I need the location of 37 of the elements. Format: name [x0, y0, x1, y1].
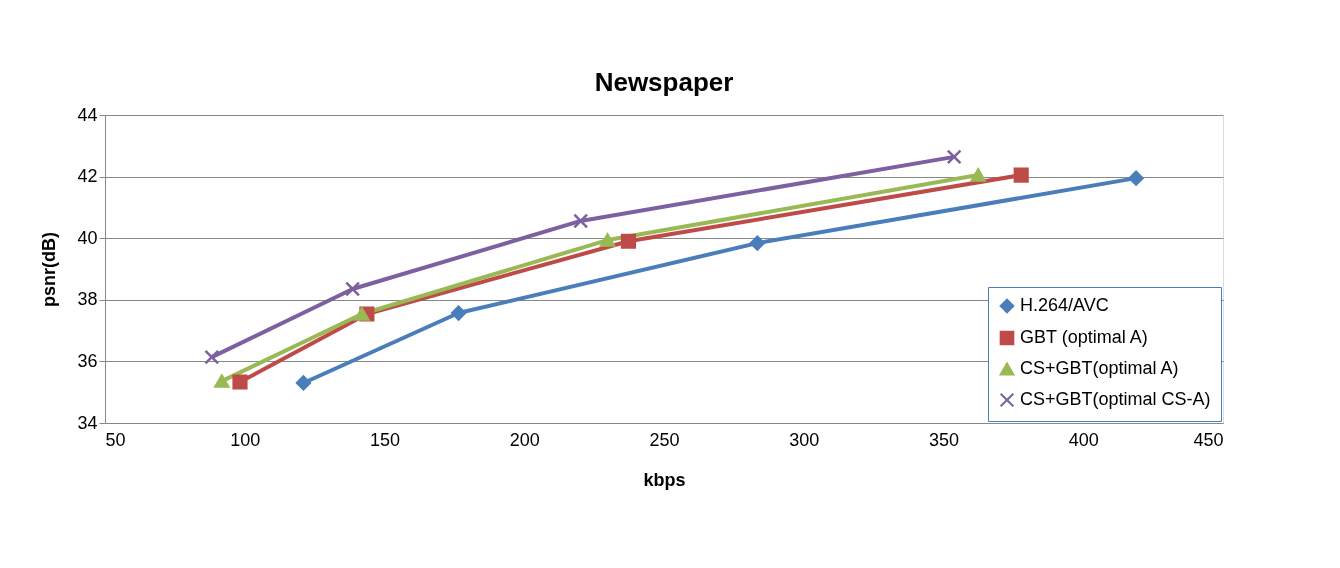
x-tick-label: 100 [230, 429, 261, 450]
x-tick-label: 150 [369, 429, 401, 450]
point [970, 168, 986, 182]
point [345, 281, 361, 297]
y-tick-label: 36 [77, 350, 98, 371]
x-axis-title: kbps [643, 469, 686, 490]
point [295, 375, 312, 391]
point [749, 235, 765, 251]
point [214, 374, 230, 388]
x-tick-label: 200 [509, 429, 540, 450]
legend-label: CS+GBT(optimal CS-A) [1020, 389, 1211, 409]
x-tick-label: 250 [649, 429, 680, 450]
y-tick-label: 34 [77, 412, 98, 433]
y-tick-label: 42 [77, 166, 98, 187]
legend-label: CS+GBT(optimal A) [1020, 358, 1179, 378]
point [946, 149, 962, 165]
point [232, 374, 248, 390]
y-tick-label: 38 [77, 289, 98, 310]
x-tick-label: 350 [928, 429, 960, 450]
y-tick-label: 40 [77, 227, 98, 248]
legend-label: H.264/AVC [1020, 295, 1109, 315]
x-tick-label: 50 [105, 429, 126, 450]
point [1013, 167, 1029, 183]
y-axis-title: psnr(dB) [39, 232, 60, 307]
point [354, 307, 370, 321]
x-tick-label: 450 [1193, 429, 1224, 450]
point [450, 305, 467, 321]
y-tick-label: 44 [77, 104, 98, 125]
point [599, 233, 616, 247]
point [620, 233, 637, 249]
chart-title: Newspaper [594, 67, 734, 97]
point [204, 349, 220, 365]
x-tick-label: 300 [789, 429, 820, 450]
point [1128, 170, 1144, 186]
point [573, 213, 589, 229]
legend-label: GBT (optimal A) [1020, 327, 1148, 347]
x-tick-label: 400 [1068, 429, 1099, 450]
